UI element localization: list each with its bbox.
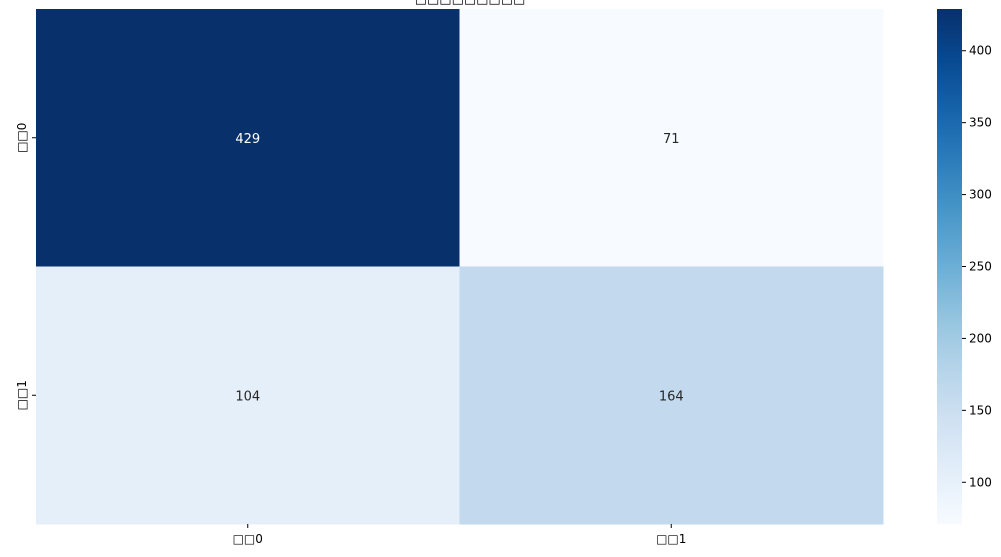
x-axis: □□0 □□1 (233, 524, 686, 546)
y-axis: □□0 □□1 (15, 123, 36, 410)
cell-value-label: 104 (235, 389, 260, 404)
x-tick-label: □□1 (656, 532, 686, 546)
colorbar-tick-label: 350 (969, 116, 992, 130)
colorbar-tick-label: 150 (969, 403, 992, 417)
colorbar-tick-label: 250 (969, 260, 992, 274)
colorbar-gradient (937, 9, 962, 524)
heatmap-cell (36, 266, 460, 525)
heatmap-cell (459, 9, 884, 267)
y-tick-label: □□0 (15, 123, 29, 153)
colorbar-ticks: 100 150 200 250 300 350 400 (962, 44, 992, 489)
colorbar-tick-label: 300 (969, 188, 992, 202)
heatmap-cell (459, 266, 884, 525)
colorbar-tick-label: 100 (969, 475, 992, 489)
y-tick-label: □□1 (15, 380, 29, 410)
chart-title: □□□□□□□□□ (415, 0, 526, 7)
colorbar-tick-label: 400 (969, 44, 992, 58)
x-tick-label: □□0 (233, 532, 263, 546)
colorbar: 100 150 200 250 300 350 400 (937, 9, 992, 524)
cell-value-label: 164 (659, 389, 684, 404)
heatmap-cells: 429 71 104 164 (36, 9, 884, 525)
cell-value-label: 429 (235, 132, 260, 147)
colorbar-tick-label: 200 (969, 331, 992, 345)
heatmap-cell (36, 9, 460, 267)
cell-value-label: 71 (663, 132, 680, 147)
